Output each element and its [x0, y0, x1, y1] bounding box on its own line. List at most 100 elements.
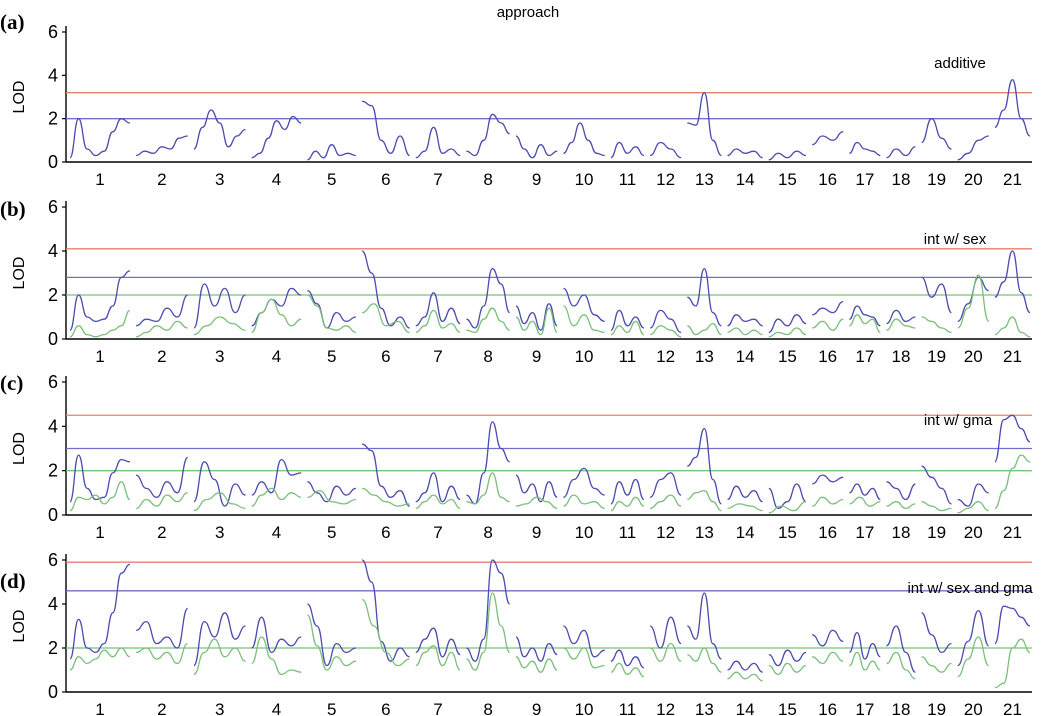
x-tick-label: 20: [964, 523, 983, 542]
lod-curve-segment-secondary: [135, 492, 188, 510]
x-tick-label: 21: [1003, 700, 1022, 716]
y-tick-label: 0: [48, 152, 58, 172]
panel-annotation: int w/ sex: [924, 231, 987, 248]
lod-curve-segment-primary: [649, 309, 682, 334]
lod-curve-segment-secondary: [515, 656, 558, 673]
lod-curve-segment-secondary: [687, 647, 722, 673]
x-tick-label: 1: [95, 700, 104, 716]
lod-curve-segment-primary: [515, 636, 558, 662]
lod-curve-segment-secondary: [812, 651, 844, 665]
x-tick-label: 10: [575, 700, 594, 716]
x-tick-label: 5: [327, 347, 336, 366]
y-tick-label: 2: [48, 461, 58, 481]
lod-curve-segment-secondary: [563, 647, 605, 669]
x-tick-label: 19: [927, 347, 946, 366]
lod-curve-segment-primary: [687, 267, 722, 327]
lod-curve-segment-secondary: [515, 307, 558, 336]
x-tick-label: 4: [272, 700, 281, 716]
lod-curve-segment-primary: [727, 485, 763, 503]
x-tick-label: 13: [695, 700, 714, 716]
lod-curve-segment-primary: [768, 649, 807, 667]
lod-curve-segment-primary: [563, 467, 605, 498]
x-tick-label: 14: [736, 347, 755, 366]
x-tick-label: 8: [483, 700, 492, 716]
x-tick-label: 1: [95, 347, 104, 366]
lod-curve-segment-secondary: [466, 307, 510, 334]
lod-curve-segment-secondary: [515, 496, 558, 510]
x-tick-label: 15: [778, 170, 797, 189]
lod-curve-segment-secondary: [415, 494, 461, 510]
x-tick-label: 19: [927, 523, 946, 542]
x-tick-label: 4: [272, 347, 281, 366]
lod-curve-segment-primary: [136, 135, 188, 157]
x-tick-label: 21: [1003, 523, 1022, 542]
x-tick-label: 2: [157, 700, 166, 716]
lod-curve-segment-primary: [415, 126, 461, 159]
lod-curve-segment-primary: [515, 303, 558, 331]
x-tick-label: 14: [736, 700, 755, 716]
lod-curve-segment-primary: [193, 461, 246, 507]
x-tick-label: 4: [272, 523, 281, 542]
lod-curve-segment-secondary: [849, 651, 881, 671]
lod-curve-segment-primary: [466, 113, 510, 157]
x-tick-label: 8: [483, 170, 492, 189]
x-tick-label: 15: [778, 523, 797, 542]
lod-curve-segment-secondary: [466, 472, 510, 505]
lod-curve-segment-secondary: [466, 592, 511, 671]
x-tick-label: 17: [855, 170, 874, 189]
lod-curve-segment-primary: [886, 481, 916, 501]
y-tick-label: 6: [48, 197, 58, 217]
lod-curve-segment-primary: [727, 314, 763, 327]
x-tick-label: 15: [778, 700, 797, 716]
lod-curve-segment-primary: [307, 144, 356, 161]
x-tick-label: 2: [157, 347, 166, 366]
x-tick-label: 11: [619, 523, 637, 542]
x-tick-label: 16: [818, 347, 837, 366]
lod-curve-segment-secondary: [768, 662, 807, 676]
x-tick-label: 21: [1003, 347, 1022, 366]
lod-curve-segment-primary: [649, 141, 682, 159]
panel-label: (d): [0, 569, 26, 593]
x-tick-label: 13: [695, 347, 714, 366]
x-tick-label: 9: [532, 523, 541, 542]
x-tick-label: 7: [433, 523, 442, 542]
y-tick-label: 6: [48, 372, 58, 392]
lod-curve-segment-secondary: [768, 327, 807, 338]
lod-curve-segment-primary: [361, 250, 410, 329]
panel-annotation: int w/ sex and gma: [907, 580, 1033, 597]
x-tick-label: 18: [892, 170, 911, 189]
x-tick-label: 15: [778, 347, 797, 366]
lod-curve-segment-primary: [610, 309, 645, 331]
lod-curve-segment-secondary: [251, 298, 302, 334]
lod-curve-segment-primary: [69, 270, 131, 331]
lod-curve-segment-secondary: [610, 662, 645, 678]
lod-curve-segment-primary: [768, 483, 807, 510]
lod-curve-segment-primary: [361, 559, 410, 662]
lod-curve-segment-primary: [307, 481, 357, 503]
lod-curve-segment-primary: [362, 100, 410, 157]
x-tick-label: 6: [381, 700, 390, 716]
lod-curve-segment-primary: [69, 454, 130, 503]
lod-curve-segment-primary: [307, 603, 356, 667]
lod-curve-segment-primary: [193, 283, 246, 329]
lod-curve-segment-primary: [466, 421, 510, 505]
x-tick-label: 16: [818, 170, 837, 189]
lod-curve-segment-secondary: [921, 501, 952, 512]
x-tick-label: 11: [619, 170, 637, 189]
x-tick-label: 16: [818, 700, 837, 716]
panel-label: (a): [0, 10, 25, 34]
lod-curve-segment-primary: [886, 309, 916, 325]
lod-curve-segment-primary: [251, 458, 302, 496]
x-tick-label: 3: [215, 523, 224, 542]
lod-curve-segment-secondary: [307, 294, 357, 334]
x-tick-label: 12: [656, 170, 675, 189]
lod-curve-segment-primary: [921, 465, 952, 505]
x-tick-label: 18: [892, 700, 911, 716]
lod-curve-segment-primary: [849, 631, 881, 660]
lod-curve-segment-primary: [466, 559, 511, 662]
lod-curve-segment-primary: [515, 135, 558, 159]
lod-curve-segment-primary: [921, 118, 952, 150]
